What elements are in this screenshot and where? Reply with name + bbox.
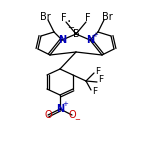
Text: F: F: [61, 13, 67, 23]
Text: N: N: [86, 35, 94, 45]
Text: B: B: [73, 29, 79, 39]
Text: F: F: [92, 88, 98, 97]
Text: O: O: [68, 110, 76, 120]
Text: Br: Br: [40, 12, 50, 22]
Text: +: +: [92, 32, 98, 38]
Text: O: O: [44, 110, 52, 120]
Text: −: −: [74, 117, 80, 123]
Text: F: F: [85, 13, 91, 23]
Text: .: .: [67, 11, 71, 25]
Text: +: +: [62, 101, 68, 107]
Text: N: N: [56, 104, 64, 114]
Text: F: F: [98, 76, 104, 85]
Text: −: −: [67, 24, 74, 33]
Text: F: F: [95, 67, 101, 76]
Text: Br: Br: [102, 12, 112, 22]
Text: N: N: [58, 35, 66, 45]
